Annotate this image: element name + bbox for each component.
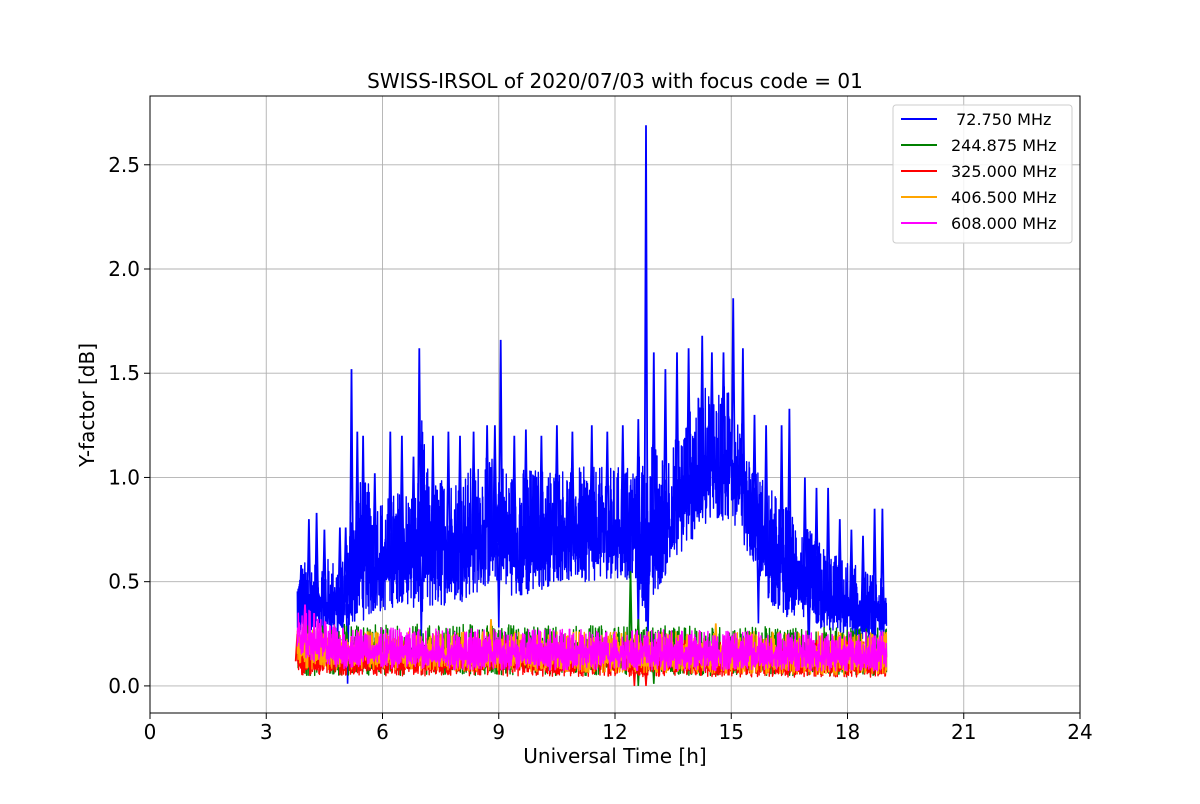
series-spike <box>872 508 878 617</box>
legend: 72.750 MHz 244.875 MHz 325.000 MHz 406.500 … <box>892 104 1073 244</box>
series-spike <box>387 431 393 563</box>
series-spike <box>740 348 746 495</box>
series-spike <box>538 435 544 541</box>
legend-label: 72.750 MHz <box>951 110 1051 129</box>
series-spike <box>651 352 657 539</box>
series-spike <box>349 369 354 580</box>
series-spike <box>457 435 463 551</box>
legend-item: 325.000 MHz <box>901 162 1056 181</box>
series-spike <box>445 431 451 554</box>
series-spike <box>763 425 769 552</box>
series-spike <box>306 519 312 609</box>
chart-title: SWISS-IRSOL of 2020/07/03 with focus cod… <box>367 69 863 93</box>
series-5 <box>296 604 888 672</box>
series-spike <box>511 435 517 548</box>
legend-box <box>892 104 1073 244</box>
series-spike <box>779 425 785 570</box>
series-spike <box>492 425 498 532</box>
series-spike <box>589 425 595 536</box>
series-spike <box>302 604 308 639</box>
series-spike <box>802 477 808 586</box>
legend-item: 244.875 MHz <box>901 136 1056 155</box>
series-spike <box>643 125 649 551</box>
x-tick-label: 12 <box>602 720 627 744</box>
series-spike <box>825 487 831 601</box>
series-spike <box>484 425 490 536</box>
y-tick-label: 0.5 <box>108 570 140 594</box>
series-spike <box>628 571 633 656</box>
y-tick-label: 2.5 <box>108 153 140 177</box>
series-dip <box>632 665 637 686</box>
series-spike <box>430 435 436 557</box>
series-spike <box>569 431 575 536</box>
legend-item: 608.000 MHz <box>901 214 1056 233</box>
series-spike <box>354 431 360 565</box>
series-spike <box>730 298 736 473</box>
y-tick-label: 1.0 <box>108 465 140 489</box>
series-spike <box>721 352 726 468</box>
series-spike <box>298 564 304 611</box>
series-spike <box>416 348 422 548</box>
x-tick-label: 0 <box>144 720 157 744</box>
series-spike <box>686 348 692 493</box>
x-tick-label: 6 <box>376 720 389 744</box>
series-spike <box>674 352 680 511</box>
ticks: 0 3 6 9 12 15 18 21 24 0.0 0.5 1.0 1.5 2.0 2.5 <box>108 153 1093 744</box>
series-spike <box>411 456 416 561</box>
legend-item: 406.500 MHz <box>901 188 1056 207</box>
series-spike <box>554 425 560 536</box>
series-spike <box>699 335 705 477</box>
series-spike <box>860 535 866 614</box>
series-spike <box>848 529 854 610</box>
series-spike <box>372 473 378 566</box>
series-spike <box>814 487 819 593</box>
y-tick-label: 2.0 <box>108 257 140 281</box>
series-spike <box>321 529 327 607</box>
series-spike <box>786 408 792 575</box>
x-axis-label: Universal Time [h] <box>523 744 706 768</box>
x-tick-label: 3 <box>260 720 273 744</box>
series-spike <box>879 508 885 619</box>
x-tick-label: 9 <box>492 720 505 744</box>
series-spike <box>314 512 320 608</box>
series-spike <box>523 429 529 546</box>
series-spike <box>604 431 610 535</box>
series-spike <box>635 419 641 540</box>
y-tick-label: 1.5 <box>108 361 140 385</box>
series-dip <box>496 542 501 628</box>
legend-item: 72.750 MHz <box>901 110 1051 129</box>
series-spike <box>343 527 349 602</box>
series-spike <box>620 425 626 534</box>
x-tick-label: 21 <box>951 720 976 744</box>
series-layer <box>294 125 888 686</box>
series-trace <box>296 609 888 672</box>
y-tick-label: 0.0 <box>108 674 140 698</box>
legend-label: 406.500 MHz <box>951 188 1056 207</box>
series-spike <box>337 527 343 609</box>
series-spike <box>399 435 405 557</box>
series-trace <box>296 386 888 645</box>
x-tick-label: 24 <box>1067 720 1092 744</box>
series-dip <box>756 547 761 624</box>
series-spike <box>709 352 715 471</box>
legend-label: 325.000 MHz <box>951 162 1056 181</box>
x-tick-label: 15 <box>719 720 744 744</box>
series-spike <box>471 431 476 543</box>
legend-label: 608.000 MHz <box>951 214 1056 233</box>
series-spike <box>837 519 843 606</box>
series-spike <box>498 339 504 533</box>
series-spike <box>752 414 757 528</box>
series-spike <box>360 435 366 565</box>
y-axis-label: Y-factor [dB] <box>75 343 99 468</box>
x-tick-label: 18 <box>835 720 860 744</box>
series-spike <box>662 369 668 527</box>
legend-label: 244.875 MHz <box>951 136 1056 155</box>
